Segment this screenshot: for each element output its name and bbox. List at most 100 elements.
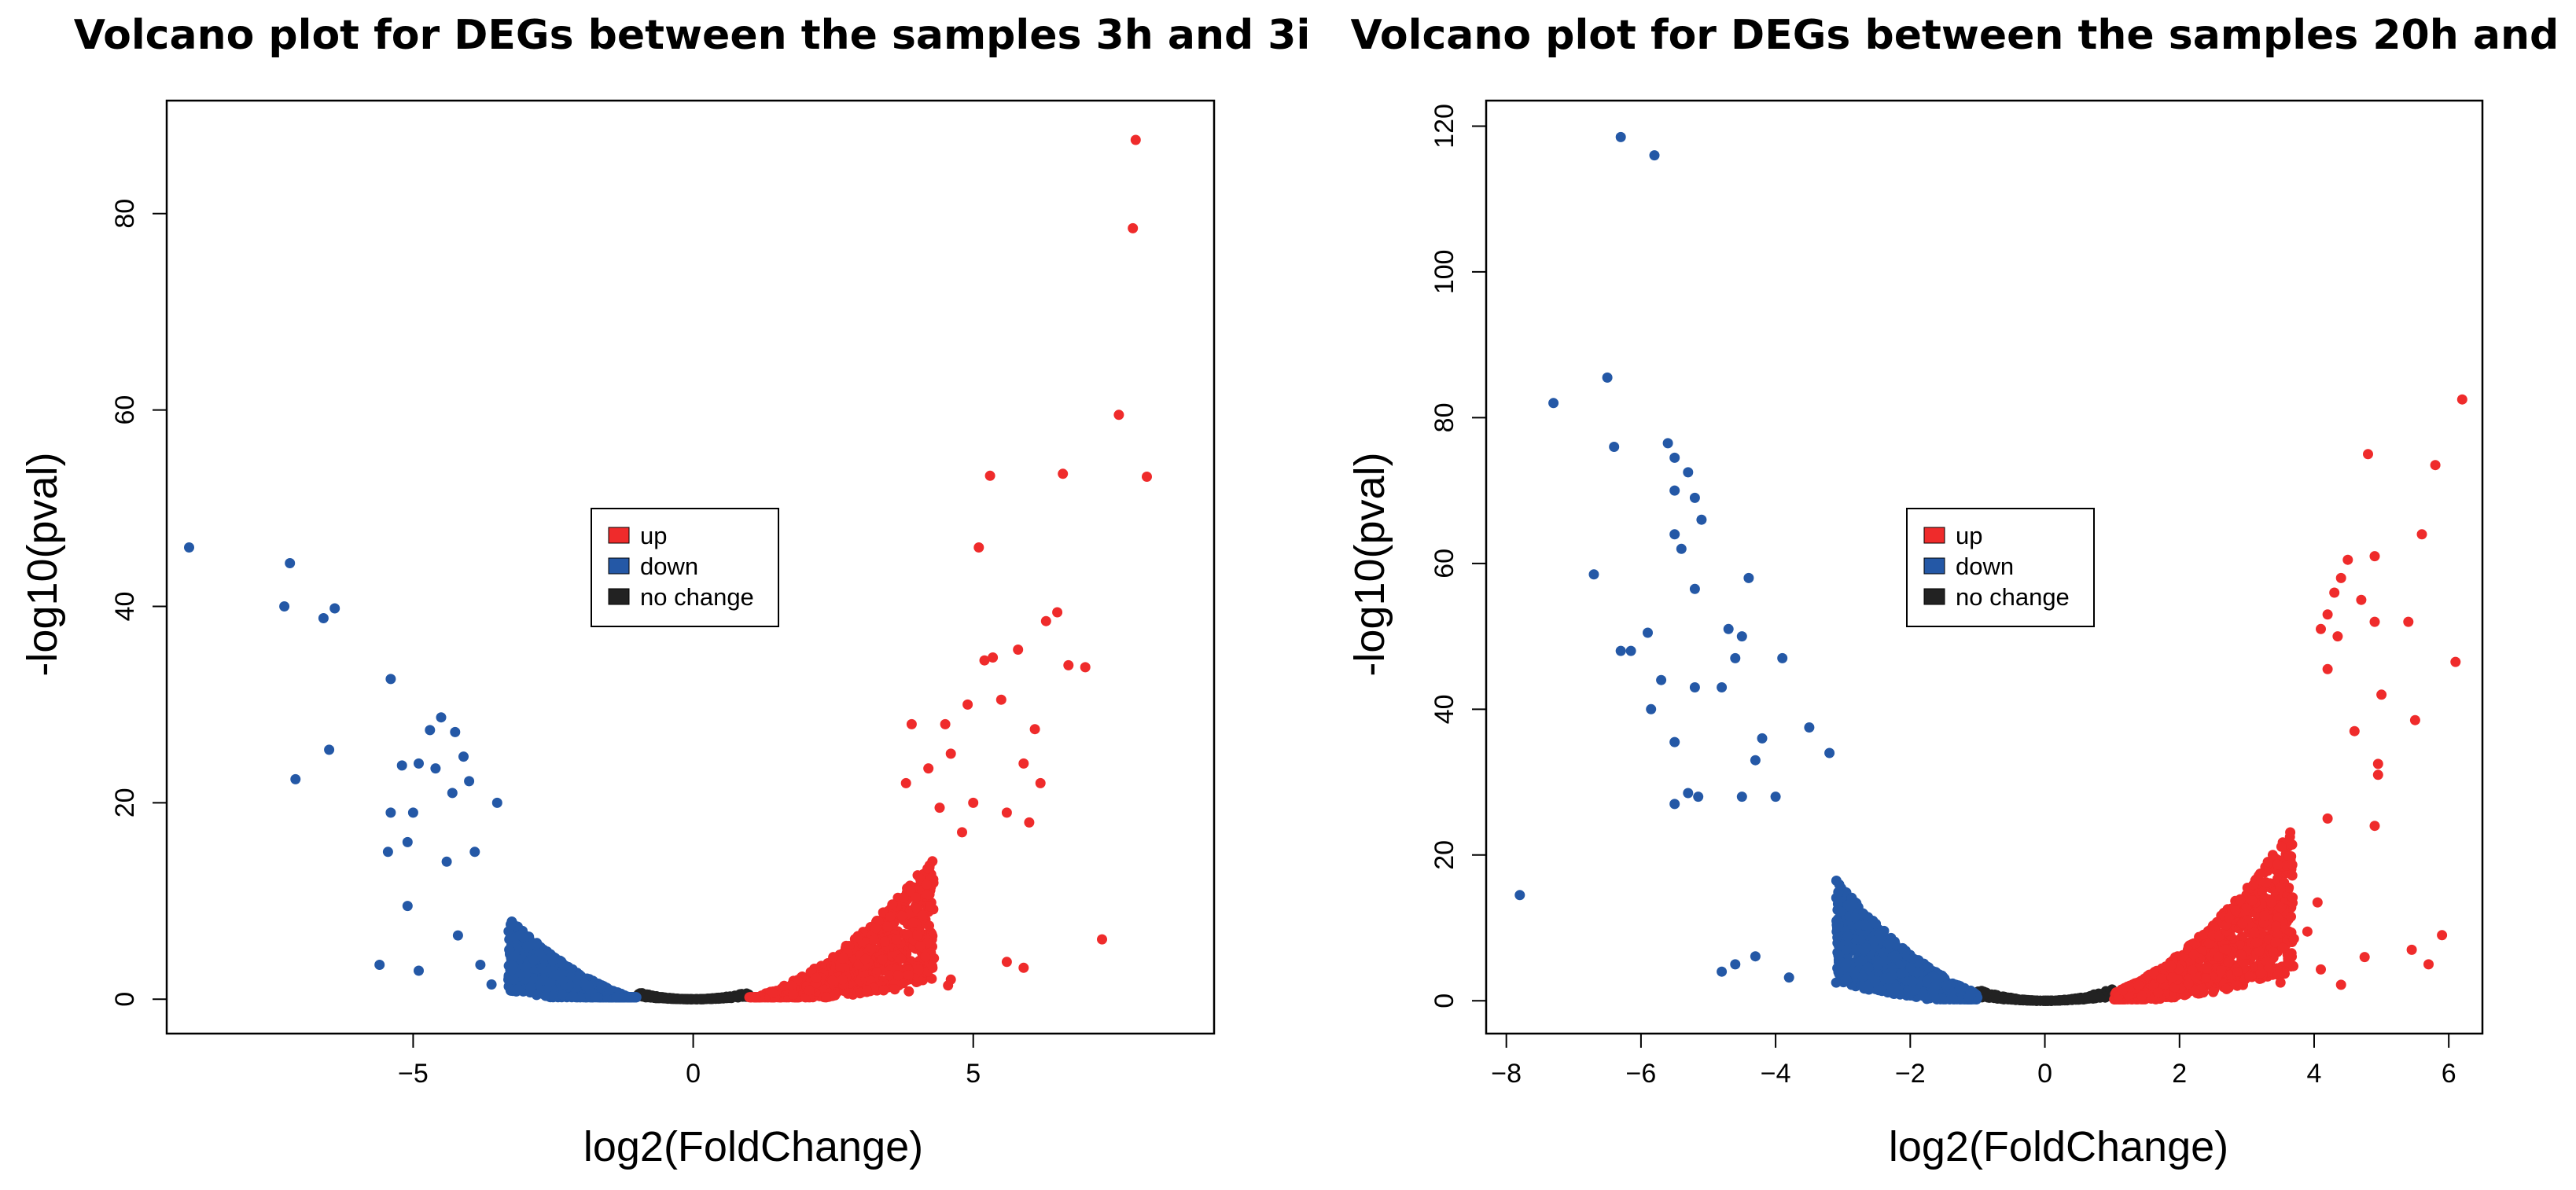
point-down [518,932,529,943]
point-up [882,921,893,932]
point-up [2369,551,2380,562]
point-down [507,953,518,964]
point-down [590,992,601,1003]
point-down [1918,990,1928,1001]
point-down [547,955,558,966]
point-up [896,953,907,964]
point-down [1903,986,1914,997]
point-up [830,990,841,1001]
point-up [2450,656,2461,667]
point-up [2272,913,2283,924]
point-down [1835,906,1846,917]
point-up [2287,859,2298,870]
point-up [911,903,922,914]
point-up [2272,859,2283,870]
point-up [2262,857,2273,868]
point-down [1890,982,1901,993]
legend-label-down: down [1956,553,2014,580]
point-up [903,986,914,997]
y-tick-label: 40 [110,592,140,622]
point-up [786,980,797,991]
point-up [869,935,880,946]
point-up [2230,905,2241,916]
point-down [1717,682,1728,692]
point-down [1859,920,1870,931]
point-up [925,901,935,912]
point-up [914,941,926,952]
point-up [891,934,902,945]
point-down [1834,879,1845,890]
point-down [318,613,329,623]
x-tick-label: 0 [686,1059,701,1089]
point-up [2261,877,2272,888]
point-up [920,951,931,962]
point-up [2416,529,2427,540]
point-up [1013,645,1024,655]
point-up [2372,769,2383,780]
point-down [1588,569,1599,580]
point-up [767,988,778,998]
point-down [1750,755,1761,766]
point-up [2363,449,2373,460]
y-tick-label: 40 [1430,694,1459,724]
point-down [447,788,458,799]
point-up [918,910,929,921]
point-up [889,984,900,995]
point-down [414,758,424,769]
point-up [2272,969,2283,980]
point-up [924,920,934,931]
point-up [2356,594,2367,605]
point-down [1941,980,1952,991]
point-down [1937,972,1948,983]
point-up [2430,460,2441,471]
point-up [2312,897,2323,908]
point-up [837,975,848,985]
point-up [2166,972,2177,982]
point-up [2409,714,2420,725]
y-tick-label: 120 [1430,104,1459,149]
point-up [2372,758,2383,769]
point-down [1615,131,1626,142]
point-up [2216,965,2227,975]
point-down [430,763,441,774]
point-up [2236,949,2247,960]
y-tick-label: 100 [1430,250,1459,295]
point-up [2302,926,2313,937]
point-no-change [1981,987,1992,998]
x-tick-label: 0 [2037,1059,2052,1089]
point-down [537,964,548,975]
point-up [852,932,863,943]
point-down [324,744,335,755]
point-down [525,982,536,993]
point-up [2369,616,2380,627]
y-tick-label: 20 [110,788,140,817]
point-up [1040,615,1051,626]
legend-swatch-down [1923,557,1945,575]
point-down [1514,890,1525,901]
point-up [896,910,907,921]
point-up [2285,827,2296,838]
point-up [2316,964,2326,975]
point-down [184,542,194,553]
y-tick-label: 80 [110,199,140,229]
point-up [945,748,956,759]
point-down [604,984,615,995]
point-up [1001,957,1012,968]
point-up [2200,973,2211,984]
point-down [1656,674,1667,685]
point-down [1870,975,1881,986]
point-up [903,970,914,980]
point-down [1908,976,1919,987]
point-up [2166,960,2177,971]
point-up [2214,931,2225,942]
point-up [2283,851,2294,861]
legend-swatch-no-change [1923,588,1945,605]
point-down [1870,919,1881,929]
legend-swatch-up [1923,527,1945,544]
point-up [1018,962,1029,973]
point-up [2254,869,2265,879]
point-no-change [1990,990,2001,1001]
point-down [1743,572,1754,583]
point-up [2369,821,2380,832]
point-down [1824,747,1835,758]
